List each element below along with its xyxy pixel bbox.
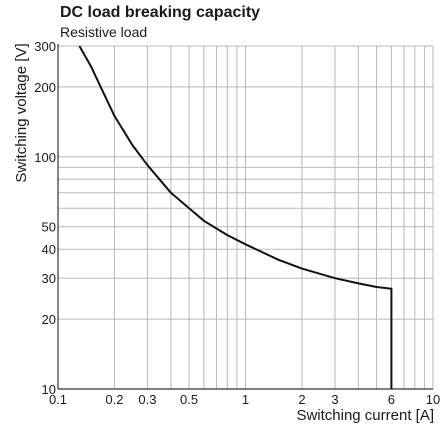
x-tick-label: 0.2: [105, 392, 123, 407]
y-tick-label: 10: [42, 382, 56, 397]
tick-labels: 0.1 0.2 0.3 0.5 1 2 3 6 10 10 20 30 40 50 100 200 300: [34, 39, 440, 407]
x-tick-label: 0.3: [138, 392, 156, 407]
x-tick-label: 0.1: [49, 392, 67, 407]
grid-lines: [58, 45, 434, 389]
y-tick-label: 20: [42, 312, 56, 327]
x-tick-label: 10: [426, 392, 440, 407]
y-tick-label: 50: [42, 220, 56, 235]
chart-title: DC load breaking capacity: [60, 4, 261, 21]
y-tick-label: 40: [42, 242, 56, 257]
x-tick-label: 1: [242, 392, 249, 407]
y-tick-label: 200: [34, 80, 56, 95]
series-line: [78, 45, 393, 389]
y-tick-label: 300: [34, 39, 56, 54]
y-tick-label: 100: [34, 150, 56, 165]
series: [78, 45, 393, 389]
y-tick-label: 30: [42, 271, 56, 286]
x-tick-label: 3: [331, 392, 338, 407]
x-tick-label: 2: [298, 392, 305, 407]
axes: [57, 44, 433, 390]
x-tick-label: 6: [388, 392, 395, 407]
chart-subtitle: Resistive load: [60, 24, 148, 40]
y-axis-label: Switching voltage [V]: [13, 43, 30, 182]
x-axis-label: Switching current [A]: [296, 407, 434, 424]
x-tick-label: 0.5: [180, 392, 198, 407]
